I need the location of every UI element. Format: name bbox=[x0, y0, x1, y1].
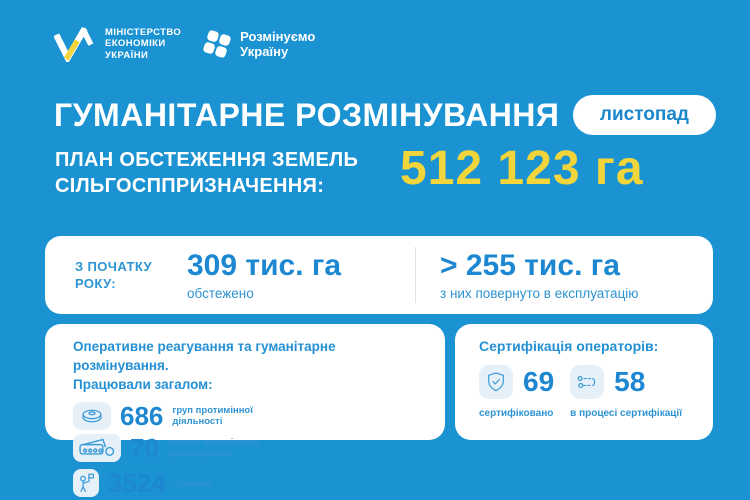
campaign-line-1: Розмінуємо bbox=[240, 29, 316, 44]
operations-card: Оперативне реагування та гуманітарне роз… bbox=[45, 324, 445, 498]
in-process-label: в процесі сертифікації bbox=[570, 408, 683, 419]
returned-stat: > 255 тис. га з них повернуто в експлуат… bbox=[440, 249, 638, 301]
machines-stat: 70 машин механічного розмінування bbox=[73, 432, 272, 464]
ministry-line-1: МІНІСТЕРСТВО bbox=[105, 26, 182, 38]
certification-card: Сертифікація операторів: 69 сертифікован… bbox=[455, 324, 713, 440]
header: МІНІСТЕРСТВО ЕКОНОМІКИ УКРАЇНИ Розмінуєм… bbox=[54, 26, 315, 62]
landmine-icon bbox=[73, 402, 111, 430]
returned-value: > 255 тис. га bbox=[440, 249, 620, 282]
plan-label-line-2: СІЛЬГОСППРИЗНАЧЕННЯ: bbox=[55, 175, 325, 197]
in-process-stat: 58 в процесі сертифікації bbox=[570, 365, 682, 419]
certified-stat-top: 69 bbox=[479, 365, 554, 399]
pinwheel-icon bbox=[203, 30, 231, 58]
specialists-value: 3524 bbox=[108, 467, 166, 498]
shield-check-icon bbox=[479, 365, 513, 399]
campaign-logo: Розмінуємо Україну bbox=[203, 29, 315, 59]
surveyed-value: 309 тис. га bbox=[187, 249, 342, 282]
surveyed-stat: 309 тис. га обстежено bbox=[187, 249, 415, 301]
demining-machine-icon bbox=[73, 434, 121, 462]
certification-stats: 69 сертифіковано 58 bbox=[479, 365, 695, 419]
title-row: ГУМАНІТАРНЕ РОЗМІНУВАННЯ листопад bbox=[54, 92, 716, 138]
plan-label-line-1: ПЛАН ОБСТЕЖЕННЯ ЗЕМЕЛЬ bbox=[55, 149, 359, 171]
operations-title-line-1: Оперативне реагування та гуманітарне роз… bbox=[73, 339, 336, 373]
machines-value: 70 bbox=[130, 432, 159, 463]
page-title: ГУМАНІТАРНЕ РОЗМІНУВАННЯ bbox=[54, 96, 560, 133]
returned-caption: з них повернуто в експлуатацію bbox=[440, 286, 639, 301]
operations-stats: 686 груп протимінної діяльності 70 машин… bbox=[73, 400, 431, 499]
ministry-line-3: УКРАЇНИ bbox=[105, 49, 149, 61]
certified-stat: 69 сертифіковано bbox=[479, 365, 554, 419]
specialists-label: фахівці bbox=[174, 477, 211, 489]
certification-title: Сертифікація операторів: bbox=[479, 338, 659, 354]
month-badge: листопад bbox=[572, 95, 716, 135]
plan-value: 512 123 га bbox=[400, 142, 644, 195]
ministry-line-2: ЕКОНОМІКИ bbox=[105, 38, 166, 50]
campaign-line-2: Україну bbox=[240, 44, 289, 59]
deminer-icon bbox=[73, 469, 99, 497]
surveyed-caption: обстежено bbox=[187, 286, 254, 301]
campaign-logo-text: Розмінуємо Україну bbox=[240, 29, 315, 59]
mine-groups-stat: 686 груп протимінної діяльності bbox=[73, 400, 253, 432]
ministry-logo-text: МІНІСТЕРСТВО ЕКОНОМІКИ УКРАЇНИ bbox=[105, 27, 181, 62]
operations-title-line-2: Працювали загалом: bbox=[73, 377, 213, 392]
ytd-label: З ПОЧАТКУ РОКУ: bbox=[75, 258, 179, 292]
certified-label: сертифіковано bbox=[479, 408, 554, 419]
certified-value: 69 bbox=[523, 366, 555, 397]
ministry-logo: МІНІСТЕРСТВО ЕКОНОМІКИ УКРАЇНИ bbox=[54, 26, 181, 62]
in-process-stat-top: 58 bbox=[570, 365, 682, 399]
mine-groups-value: 686 bbox=[120, 400, 164, 431]
machines-label: машин механічного розмінування bbox=[167, 437, 261, 459]
in-process-value: 58 bbox=[614, 366, 646, 397]
ministry-logo-icon bbox=[54, 26, 96, 62]
plan-label: ПЛАН ОБСТЕЖЕННЯ ЗЕМЕЛЬ СІЛЬГОСППРИЗНАЧЕН… bbox=[55, 147, 358, 199]
ytd-label-line-2: РОКУ: bbox=[75, 276, 116, 291]
ytd-card: З ПОЧАТКУ РОКУ: 309 тис. га обстежено > … bbox=[45, 236, 713, 314]
specialists-stat: 3524 фахівці bbox=[73, 467, 431, 499]
operations-title: Оперативне реагування та гуманітарне роз… bbox=[73, 337, 431, 394]
process-icon bbox=[570, 365, 605, 399]
vertical-divider bbox=[415, 247, 416, 303]
mine-groups-label: груп протимінної діяльності bbox=[172, 405, 253, 427]
ytd-label-line-1: З ПОЧАТКУ bbox=[75, 259, 152, 274]
